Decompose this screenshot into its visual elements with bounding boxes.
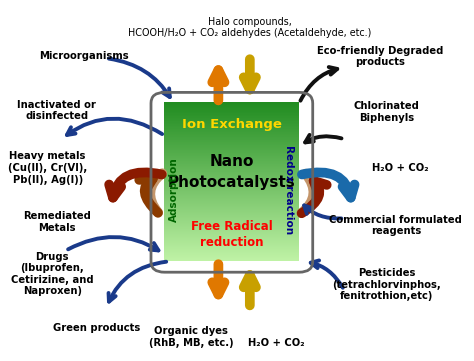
- Text: Inactivated or
disinfected: Inactivated or disinfected: [17, 100, 96, 121]
- Text: Commercial formulated
reagents: Commercial formulated reagents: [329, 215, 462, 236]
- Text: Ion Exchange: Ion Exchange: [182, 118, 282, 131]
- Text: Nano
Photocatalysts: Nano Photocatalysts: [168, 153, 296, 190]
- Text: Adsorption: Adsorption: [169, 157, 179, 222]
- Text: Free Radical
reduction: Free Radical reduction: [191, 220, 273, 249]
- Text: Organic dyes
(RhB, MB, etc.): Organic dyes (RhB, MB, etc.): [149, 326, 234, 348]
- Text: Pesticides
(tetrachlorvinphos,
fenitrothion,etc): Pesticides (tetrachlorvinphos, fenitroth…: [332, 268, 441, 301]
- Text: Microorganisms: Microorganisms: [39, 51, 128, 61]
- Text: H₂O + CO₂: H₂O + CO₂: [372, 163, 428, 173]
- Text: Halo compounds,
HCOOH/H₂O + CO₂ aldehydes (Acetaldehyde, etc.): Halo compounds, HCOOH/H₂O + CO₂ aldehyde…: [128, 17, 372, 39]
- Text: Redox reaction: Redox reaction: [284, 145, 294, 234]
- FancyBboxPatch shape: [151, 92, 313, 272]
- Text: Heavy metals
(Cu(II), Cr(VI),
Pb(II), Ag(I)): Heavy metals (Cu(II), Cr(VI), Pb(II), Ag…: [8, 151, 87, 184]
- Text: Eco-friendly Degraded
products: Eco-friendly Degraded products: [317, 45, 443, 67]
- Text: Drugs
(Ibuprofen,
Cetirizine, and
Naproxen): Drugs (Ibuprofen, Cetirizine, and Naprox…: [11, 252, 93, 296]
- Text: Chlorinated
Biphenyls: Chlorinated Biphenyls: [354, 101, 420, 123]
- Text: Remediated
Metals: Remediated Metals: [23, 211, 91, 232]
- Text: Green products: Green products: [54, 323, 141, 333]
- Text: H₂O + CO₂: H₂O + CO₂: [248, 338, 305, 348]
